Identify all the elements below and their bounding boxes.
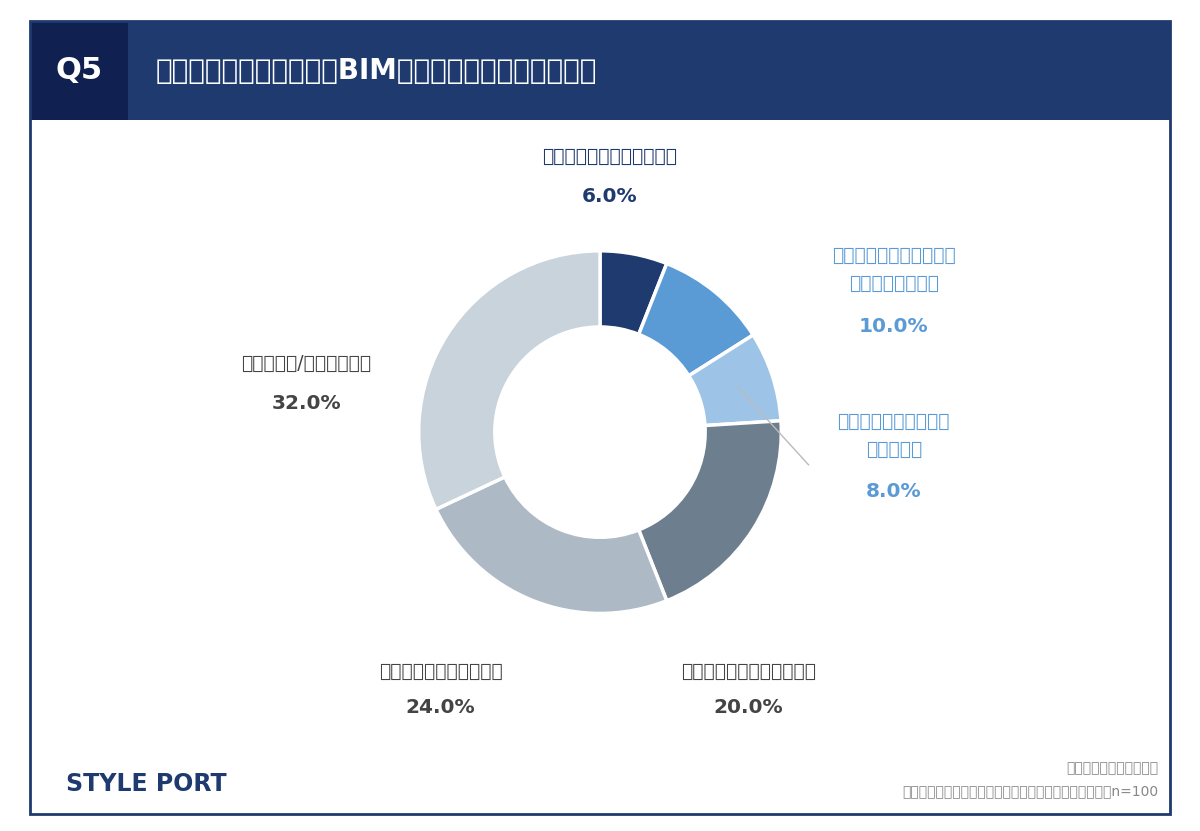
Text: あまり活用が進んでいない: あまり活用が進んでいない bbox=[682, 662, 816, 681]
Text: わからない/答えられない: わからない/答えられない bbox=[241, 354, 371, 373]
Wedge shape bbox=[436, 477, 667, 613]
Wedge shape bbox=[638, 420, 781, 601]
Text: 20.0%: 20.0% bbox=[714, 698, 784, 717]
Text: 10.0%: 10.0% bbox=[859, 317, 929, 337]
Text: あなたのお勤め先では、BIMの活用が進んでいますか。: あなたのお勤め先では、BIMの活用が進んでいますか。 bbox=[156, 57, 598, 85]
Wedge shape bbox=[689, 335, 781, 425]
Text: Q5: Q5 bbox=[55, 57, 103, 85]
Text: STYLE PORT: STYLE PORT bbox=[66, 772, 227, 795]
Text: 6.0%: 6.0% bbox=[581, 187, 637, 206]
Wedge shape bbox=[638, 263, 754, 376]
Text: 全社的に活用が進んでいる: 全社的に活用が進んでいる bbox=[541, 147, 677, 166]
Text: プロジェクトによっては
活用が進んでいる: プロジェクトによっては 活用が進んでいる bbox=[832, 245, 955, 293]
Text: 一部の工程では活用が
進んでいる: 一部の工程では活用が 進んでいる bbox=[838, 412, 950, 460]
Wedge shape bbox=[419, 251, 600, 509]
Bar bbox=[30, 21, 128, 120]
Wedge shape bbox=[600, 251, 667, 334]
Bar bbox=[30, 21, 1170, 120]
Text: 全く活用が進んでいない: 全く活用が進んでいない bbox=[378, 662, 503, 681]
Text: 32.0%: 32.0% bbox=[271, 394, 341, 413]
Text: 株式会社スタイルポート: 株式会社スタイルポート bbox=[1066, 762, 1158, 775]
Text: 8.0%: 8.0% bbox=[866, 483, 922, 501]
Text: デベロッパーの「デジタルツイン」に関する意識調査　n=100: デベロッパーの「デジタルツイン」に関する意識調査 n=100 bbox=[902, 784, 1158, 798]
Text: 24.0%: 24.0% bbox=[406, 698, 475, 717]
